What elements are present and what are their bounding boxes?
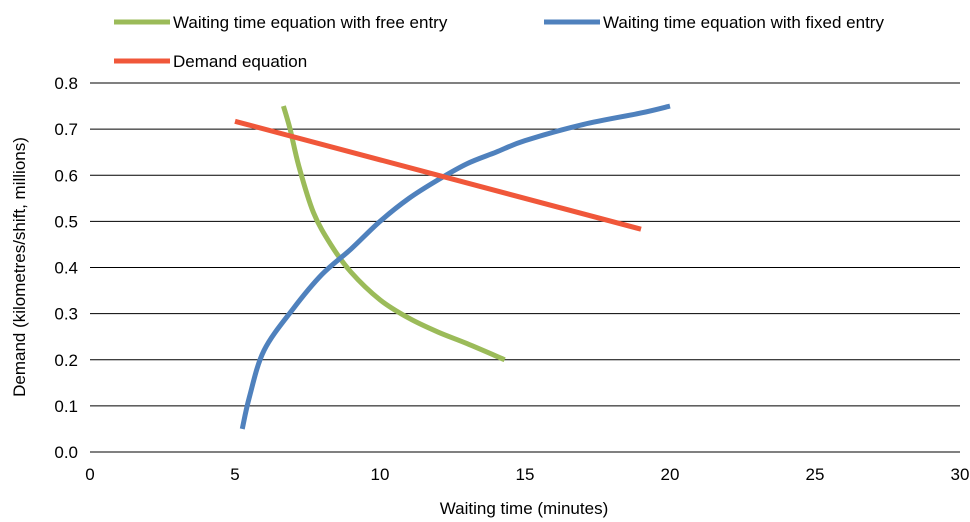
x-axis-title: Waiting time (minutes) — [440, 499, 608, 518]
y-tick-label: 0.6 — [54, 166, 78, 185]
gridlines — [90, 82, 960, 453]
y-tick-label: 0.7 — [54, 120, 78, 139]
y-tick-label: 0.4 — [54, 259, 78, 278]
y-tick-label: 0.1 — [54, 397, 78, 416]
x-tick-label: 25 — [806, 465, 825, 484]
y-tick-label: 0.5 — [54, 212, 78, 231]
y-axis-title: Demand (kilometres/shift, millions) — [10, 137, 29, 397]
x-tick-label: 0 — [85, 465, 94, 484]
x-axis-ticks: 0 5 10 15 20 25 30 — [85, 465, 969, 484]
legend: Waiting time equation with free entry Wa… — [114, 13, 884, 71]
y-tick-label: 0.0 — [54, 443, 78, 462]
x-tick-label: 10 — [371, 465, 390, 484]
series-group — [234, 103, 671, 430]
series-fixed-entry-line — [239, 103, 671, 430]
y-axis-ticks: 0.0 0.1 0.2 0.3 0.4 0.5 0.6 0.7 0.8 — [54, 74, 78, 462]
y-tick-label: 0.8 — [54, 74, 78, 93]
legend-label-fixed-entry: Waiting time equation with fixed entry — [603, 13, 884, 32]
legend-label-free-entry: Waiting time equation with free entry — [173, 13, 448, 32]
y-tick-label: 0.3 — [54, 305, 78, 324]
x-tick-label: 15 — [516, 465, 535, 484]
x-tick-label: 20 — [661, 465, 680, 484]
legend-label-demand: Demand equation — [173, 52, 307, 71]
series-demand-line — [234, 118, 642, 232]
series-free-entry-line — [281, 105, 506, 363]
x-tick-label: 30 — [951, 465, 970, 484]
x-tick-label: 5 — [230, 465, 239, 484]
y-tick-label: 0.2 — [54, 351, 78, 370]
